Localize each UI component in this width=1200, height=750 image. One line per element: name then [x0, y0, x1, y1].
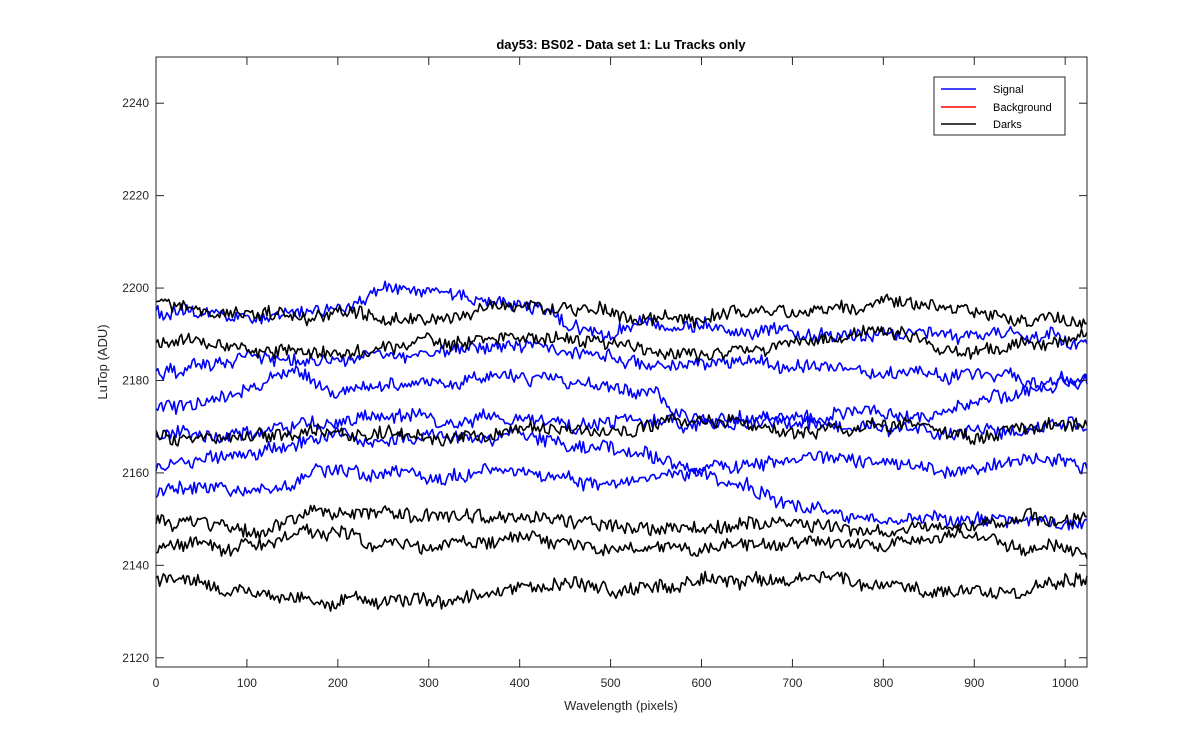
signal-trace-4: [155, 462, 1088, 531]
darks-trace-7: [155, 324, 1088, 362]
legend-box: [933, 76, 1066, 136]
darks-trace-9: [155, 504, 1088, 540]
x-tick-label: 400: [510, 676, 530, 690]
y-tick-label: 2120: [122, 651, 149, 665]
x-tick-label: 300: [419, 676, 439, 690]
x-tick-label: 600: [691, 676, 711, 690]
y-axis-label: LuTop (ADU): [95, 324, 110, 399]
ticks-layer: 0 100 200 300 400 500 600 700 800 900 1000 2120 2140…: [122, 57, 1087, 690]
chart-title: day53: BS02 - Data set 1: Lu Tracks only: [496, 37, 746, 52]
signal-trace-3: [155, 426, 1088, 479]
series-layer: [155, 280, 1088, 612]
plot-frame: [155, 56, 1088, 668]
x-tick-label: 1000: [1052, 676, 1079, 690]
legend-label-background: Background: [993, 102, 1052, 114]
legend-label-signal: Signal: [993, 84, 1024, 96]
y-tick-label: 2180: [122, 373, 149, 387]
x-axis-label: Wavelength (pixels): [564, 698, 678, 713]
legend-label-darks: Darks: [993, 119, 1022, 131]
y-tick-label: 2200: [122, 281, 149, 295]
x-tick-label: 0: [153, 676, 160, 690]
darks-trace-10: [155, 523, 1088, 559]
y-tick-label: 2140: [122, 558, 149, 572]
y-tick-label: 2240: [122, 96, 149, 110]
x-tick-label: 200: [328, 676, 348, 690]
x-tick-label: 900: [964, 676, 984, 690]
signal-trace-5: [155, 407, 1088, 444]
x-tick-label: 700: [782, 676, 802, 690]
signal-trace-0: [155, 280, 1088, 351]
x-tick-label: 800: [873, 676, 893, 690]
y-tick-label: 2160: [122, 466, 149, 480]
darks-trace-8: [155, 412, 1088, 447]
x-tick-label: 100: [237, 676, 257, 690]
y-tick-label: 2220: [122, 189, 149, 203]
signal-trace-2: [155, 364, 1088, 431]
legend: Signal Background Darks: [933, 76, 1066, 136]
x-tick-label: 500: [601, 676, 621, 690]
darks-trace-11: [155, 570, 1088, 612]
darks-trace-6: [155, 293, 1088, 329]
